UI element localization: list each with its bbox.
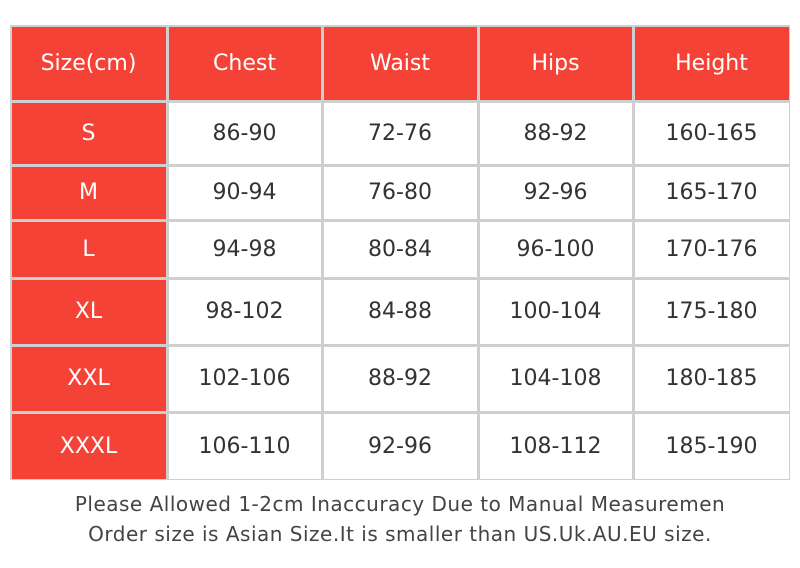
- header-cell: Size(cm): [11, 26, 166, 100]
- value-cell: 98-102: [168, 279, 321, 344]
- note: Order size is Asian Size.It is smaller t…: [88, 522, 712, 546]
- value-cell: 185-190: [634, 413, 789, 479]
- size-cell: XXXL: [11, 413, 166, 479]
- value-cell: 86-90: [168, 102, 321, 164]
- size-table: Size(cm) Chest Waist Hips Height S 86-90 72-76 8…: [10, 25, 790, 480]
- value-cell: 160-165: [634, 102, 789, 164]
- size-cell: L: [11, 221, 166, 277]
- header-cell: Height: [634, 26, 789, 100]
- size-cell: M: [11, 166, 166, 219]
- note: Please Allowed 1-2cm Inaccuracy Due to M…: [74, 492, 726, 516]
- value-cell: 100-104: [479, 279, 632, 344]
- header-cell: Chest: [168, 26, 321, 100]
- value-cell: 80-84: [323, 221, 477, 277]
- value-cell: 88-92: [479, 102, 632, 164]
- value-cell: 165-170: [634, 166, 789, 219]
- value-cell: 104-108: [479, 346, 632, 411]
- value-cell: 175-180: [634, 279, 789, 344]
- value-cell: 92-96: [479, 166, 632, 219]
- value-cell: 88-92: [323, 346, 477, 411]
- value-cell: 92-96: [323, 413, 477, 479]
- size-cell: XL: [11, 279, 166, 344]
- value-cell: 102-106: [168, 346, 321, 411]
- value-cell: 106-110: [168, 413, 321, 479]
- value-cell: 84-88: [323, 279, 477, 344]
- value-cell: 108-112: [479, 413, 632, 479]
- value-cell: 90-94: [168, 166, 321, 219]
- header-cell: Hips: [479, 26, 632, 100]
- value-cell: 94-98: [168, 221, 321, 277]
- size-cell: S: [11, 102, 166, 164]
- value-cell: 76-80: [323, 166, 477, 219]
- header-cell: Waist: [323, 26, 477, 100]
- value-cell: 96-100: [479, 221, 632, 277]
- value-cell: 72-76: [323, 102, 477, 164]
- size-cell: XXL: [11, 346, 166, 411]
- value-cell: 180-185: [634, 346, 789, 411]
- value-cell: 170-176: [634, 221, 789, 277]
